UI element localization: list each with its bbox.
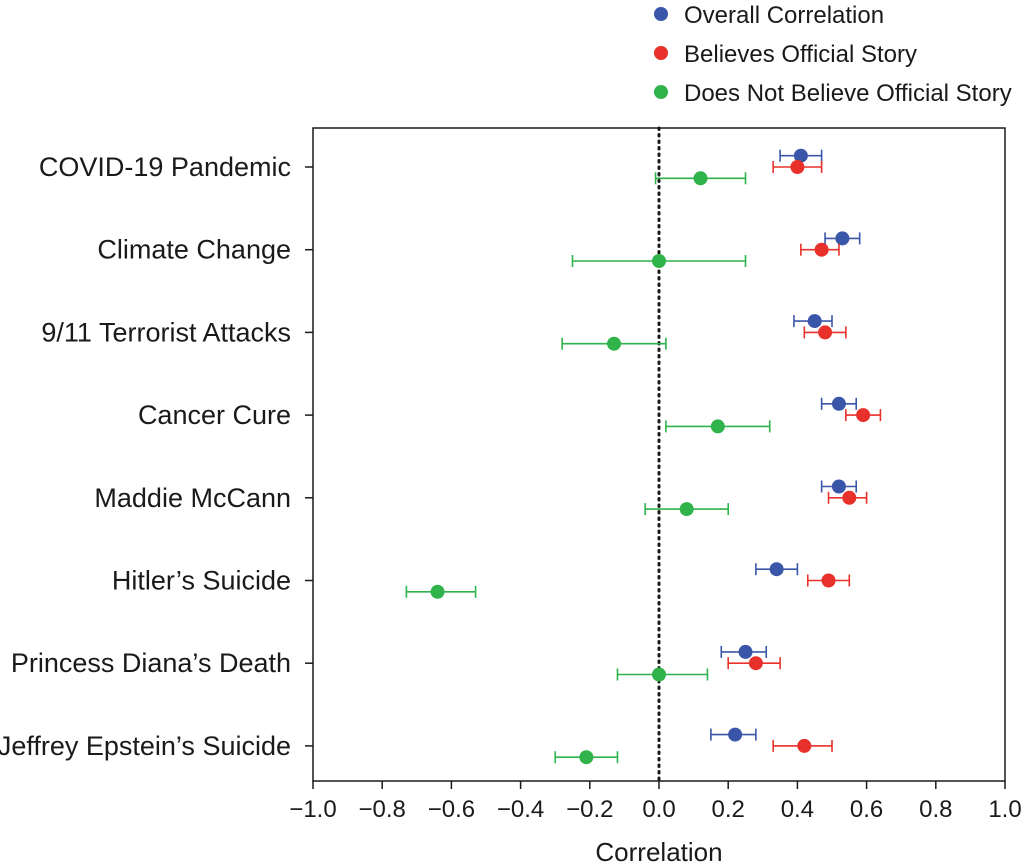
data-point — [693, 171, 708, 186]
x-tick-label: −0.2 — [566, 796, 613, 823]
category-label: COVID-19 Pandemic — [39, 152, 291, 182]
x-tick-label: −1.0 — [289, 796, 336, 823]
category-label: Jeffrey Epstein’s Suicide — [0, 731, 291, 761]
x-tick-label: 0.6 — [850, 796, 883, 823]
data-point — [679, 502, 694, 517]
data-point — [710, 419, 725, 434]
data-point — [769, 562, 784, 577]
x-tick-label: −0.6 — [428, 796, 475, 823]
category-label: Hitler’s Suicide — [112, 566, 291, 596]
data-point — [748, 656, 763, 671]
x-axis-ticks: −1.0 −0.8 −0.6 −0.4 −0.2 0.0 0.2 0.4 0.6 0.8 1.0 — [289, 781, 1022, 823]
category-label: Maddie McCann — [94, 483, 291, 513]
data-point — [856, 408, 871, 423]
data-marks — [405, 148, 882, 765]
data-point — [831, 479, 846, 494]
category-label: Climate Change — [97, 235, 291, 265]
data-point — [807, 314, 822, 329]
legend-marker — [654, 85, 668, 99]
data-point — [607, 336, 622, 351]
data-point — [793, 148, 808, 163]
data-point — [814, 242, 829, 257]
data-point — [797, 738, 812, 753]
data-point — [728, 727, 743, 742]
x-tick-label: 0.0 — [642, 796, 675, 823]
data-point — [652, 254, 666, 268]
category-labels: COVID-19 Pandemic Climate Change 9/11 Terr… — [0, 152, 313, 761]
x-tick-label: −0.8 — [359, 796, 406, 823]
legend-label: Overall Correlation — [684, 2, 884, 29]
data-point — [790, 160, 805, 174]
x-tick-label: 1.0 — [988, 796, 1021, 823]
legend: Overall Correlation Believes Official Sto… — [654, 2, 1012, 107]
data-point — [842, 490, 857, 505]
data-point — [831, 396, 846, 411]
legend-marker — [654, 46, 668, 60]
x-tick-label: 0.8 — [919, 796, 952, 823]
category-label: 9/11 Terrorist Attacks — [41, 317, 291, 347]
x-tick-label: −0.4 — [497, 796, 544, 823]
data-point — [818, 325, 833, 340]
x-axis-label: Correlation — [595, 837, 722, 867]
x-tick-label: 0.2 — [712, 796, 745, 823]
legend-label: Believes Official Story — [684, 41, 917, 68]
x-tick-label: 0.4 — [781, 796, 814, 823]
data-point — [821, 573, 836, 588]
data-point — [579, 750, 594, 765]
category-label: Princess Diana’s Death — [11, 648, 291, 678]
data-point — [738, 644, 753, 659]
legend-marker — [654, 7, 668, 21]
data-point — [652, 667, 666, 682]
data-point — [430, 584, 445, 599]
data-point — [835, 231, 850, 246]
category-label: Cancer Cure — [138, 400, 291, 430]
legend-label: Does Not Believe Official Story — [684, 80, 1012, 107]
